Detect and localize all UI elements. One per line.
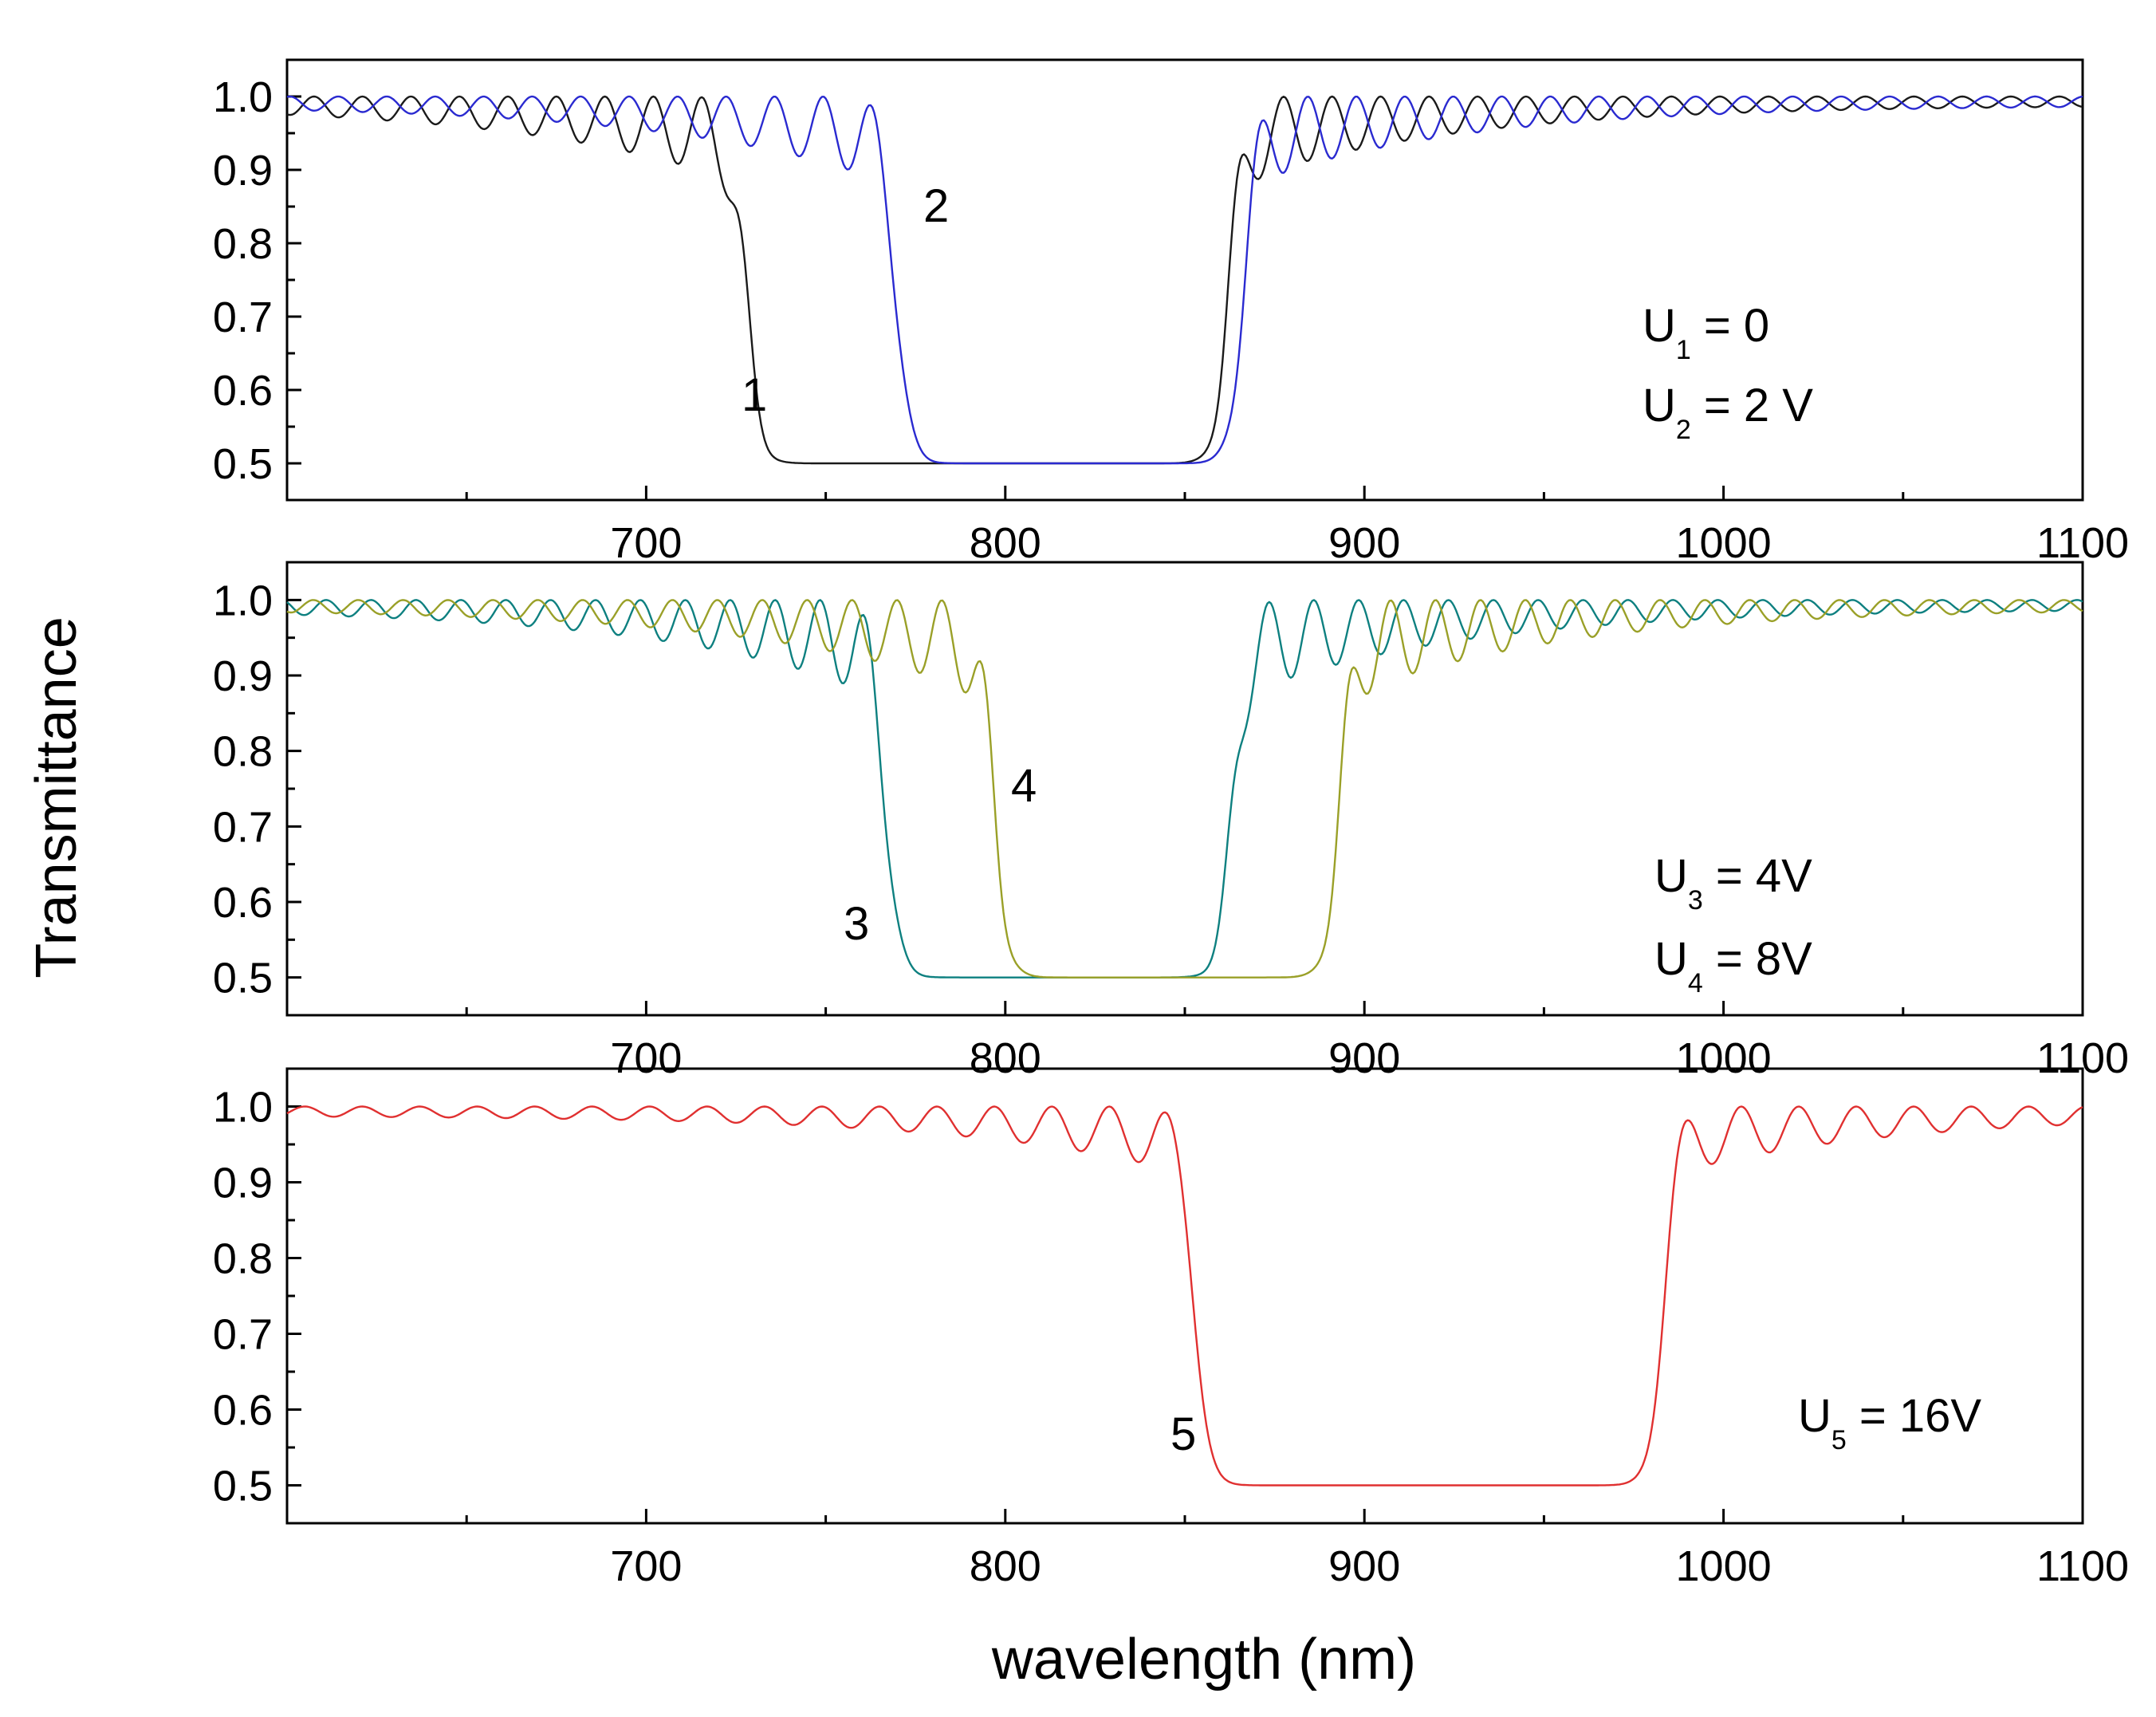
series-3-line: [286, 599, 2083, 979]
y-tick-label: 0.8: [213, 728, 273, 776]
x-tick-label: 900: [1328, 519, 1400, 567]
x-tick-label: 800: [970, 1542, 1041, 1590]
y-tick-label: 0.6: [213, 879, 273, 927]
panel-1-frame: [285, 58, 2084, 502]
y-tick-label: 0.7: [213, 1311, 273, 1359]
y-tick-label: 0.9: [213, 652, 273, 700]
y-tick-label: 0.9: [213, 147, 273, 195]
panel-3-curves: [286, 1105, 2083, 1487]
curve-label-5: 5: [1170, 1408, 1196, 1460]
curve-label-2: 2: [923, 180, 949, 232]
voltage-label-u4: U4 = 8V: [1654, 933, 1812, 998]
y-tick-label: 0.8: [213, 1235, 273, 1283]
panel-1-curves: [286, 95, 2083, 465]
y-tick-label: 1.0: [213, 1084, 273, 1132]
y-tick-label: 0.6: [213, 1387, 273, 1435]
x-tick-label: 700: [610, 1034, 682, 1082]
y-tick-label: 0.7: [213, 293, 273, 341]
y-tick-label: 0.9: [213, 1160, 273, 1207]
voltage-label-u3: U3 = 4V: [1654, 850, 1812, 916]
series-4-line: [286, 599, 2083, 979]
x-tick-label: 1100: [2036, 1542, 2129, 1590]
series-5-line: [286, 1105, 2083, 1487]
series-2-line: [286, 95, 2083, 465]
curve-label-4: 4: [1011, 760, 1037, 812]
y-tick-label: 0.5: [213, 1463, 273, 1510]
panel-3: 0.5 0.6 0.7 0.8 0.9 1.0 700 800 900 1000 1100 5 U5…: [213, 1067, 2129, 1591]
y-tick-label: 1.0: [213, 577, 273, 624]
series-1-line: [286, 95, 2083, 465]
voltage-label-u5: U5 = 16V: [1798, 1390, 1981, 1455]
y-tick-label: 0.5: [213, 440, 273, 488]
panel-2-frame: [285, 561, 2084, 1017]
x-tick-label: 1100: [2036, 519, 2129, 567]
panel-3-ticks: 0.5 0.6 0.7 0.8 0.9 1.0 700 800 900 1000 1100: [213, 1084, 2129, 1591]
x-tick-label: 800: [970, 519, 1041, 567]
voltage-label-u1: U1 = 0: [1643, 300, 1769, 365]
curve-label-1: 1: [742, 369, 767, 421]
x-tick-label: 700: [610, 519, 682, 567]
voltage-label-u2: U2 = 2 V: [1643, 380, 1813, 445]
x-tick-label: 900: [1328, 1542, 1400, 1590]
x-axis-title: wavelength (nm): [991, 1628, 1416, 1691]
y-tick-label: 1.0: [213, 73, 273, 121]
y-tick-label: 0.5: [213, 955, 273, 1002]
x-tick-label: 800: [970, 1034, 1041, 1082]
x-tick-label: 1000: [1676, 519, 1772, 567]
y-tick-label: 0.7: [213, 803, 273, 851]
x-tick-label: 1000: [1676, 1034, 1772, 1082]
y-axis-title: Transmittance: [25, 616, 89, 978]
x-tick-label: 900: [1328, 1034, 1400, 1082]
x-tick-label: 700: [610, 1542, 682, 1590]
panel-2-curves: [286, 599, 2083, 979]
panel-1-ticks: 0.5 0.6 0.7 0.8 0.9 1.0 700 800 900 1000 1100: [213, 73, 2129, 567]
y-tick-label: 0.8: [213, 220, 273, 268]
y-tick-label: 0.6: [213, 367, 273, 415]
x-tick-label: 1000: [1676, 1542, 1772, 1590]
curve-label-3: 3: [844, 898, 869, 950]
